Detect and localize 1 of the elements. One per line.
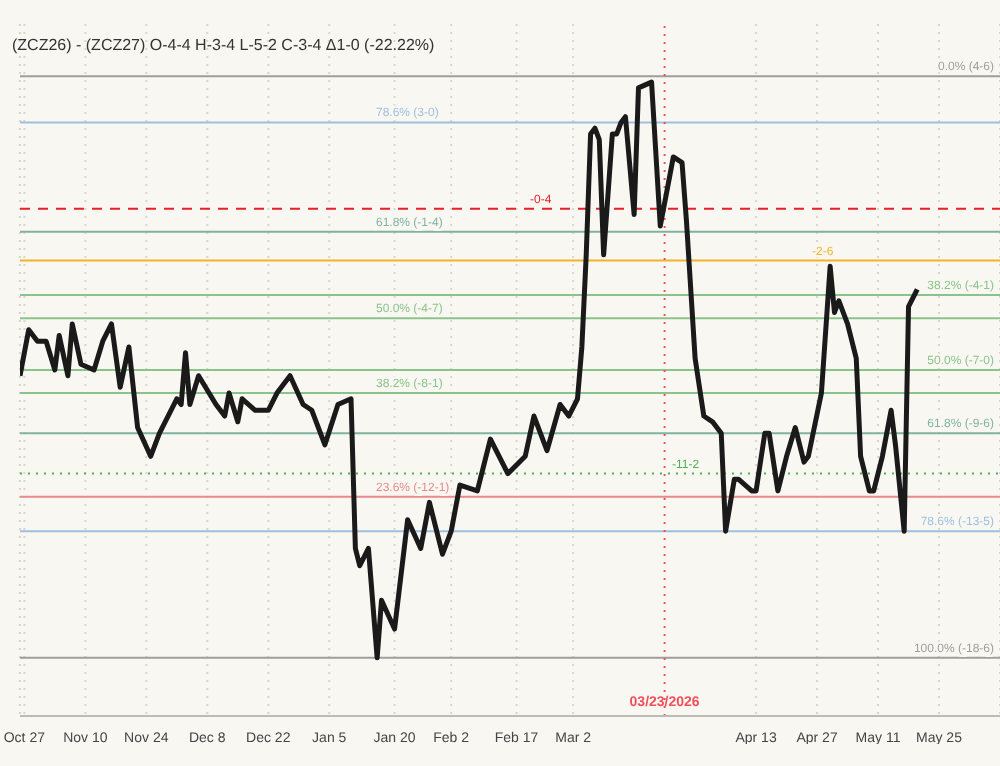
chart-title: (ZCZ26) - (ZCZ27) O-4-4 H-3-4 L-5-2 C-3-4 Δ1-0 (-22.22%) xyxy=(12,36,435,54)
